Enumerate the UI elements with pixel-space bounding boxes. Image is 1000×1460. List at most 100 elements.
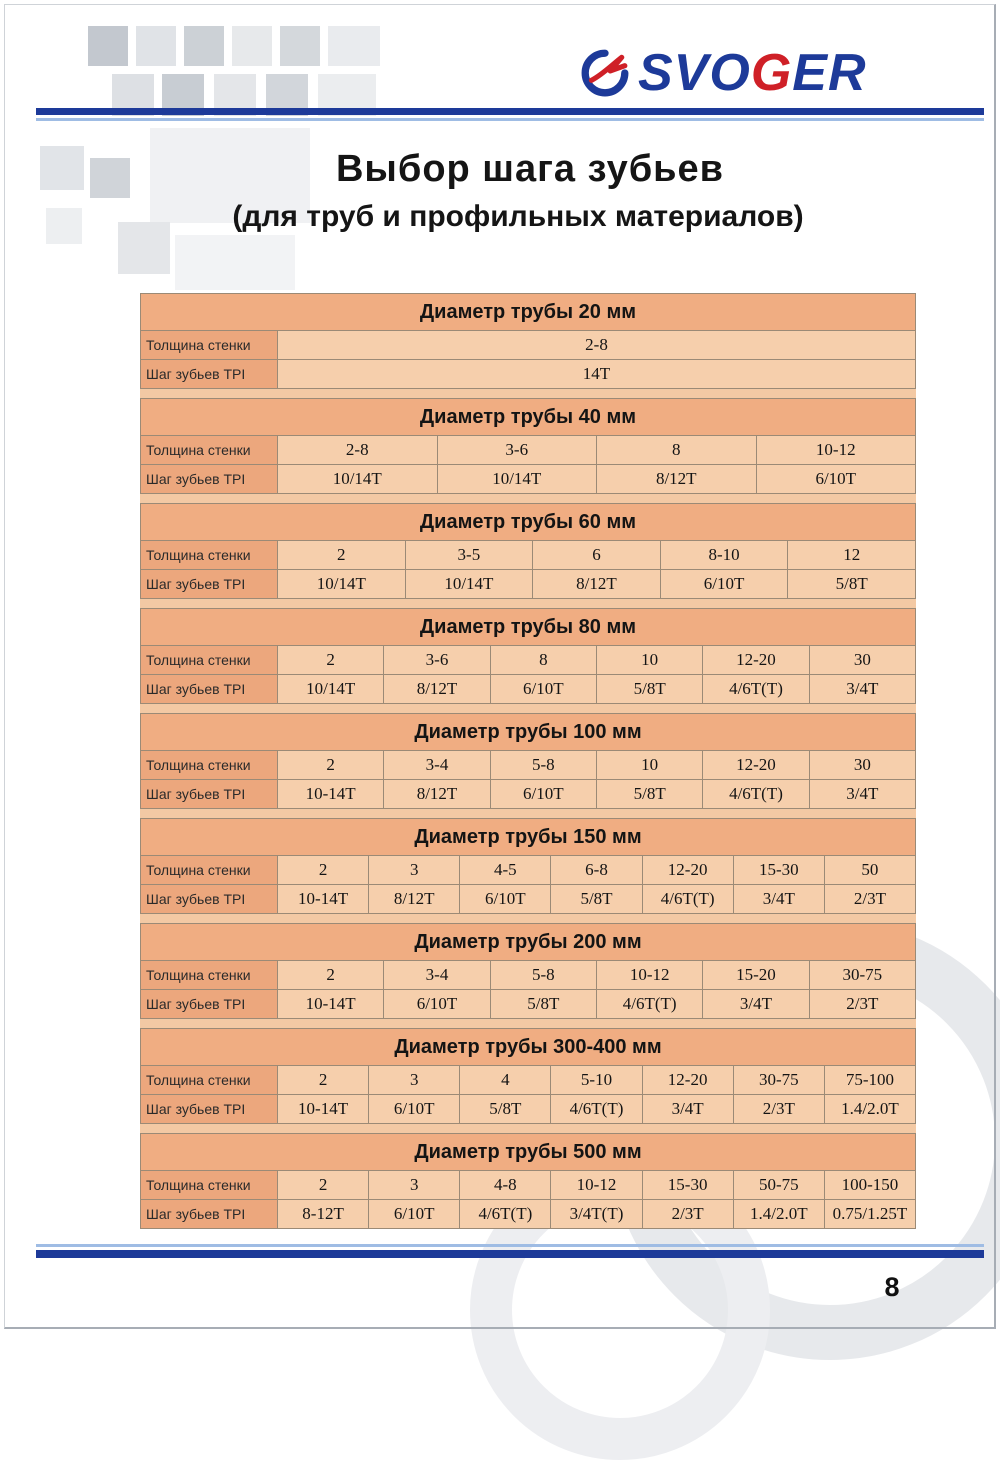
- thickness-value: 4-5: [459, 855, 552, 885]
- thickness-value: 30: [808, 645, 917, 675]
- tpi-value: 3/4T: [808, 674, 917, 704]
- thickness-value: 12-20: [641, 855, 734, 885]
- tpi-value: 1.4/2.0T: [732, 1199, 825, 1229]
- thickness-value: 3: [368, 855, 461, 885]
- thickness-value: 15-20: [702, 960, 810, 990]
- thickness-value: 12-20: [702, 750, 810, 780]
- row-label: Шаг зубьев TPI: [140, 1199, 278, 1229]
- tube-table: Диаметр трубы 20 мм Толщина стенки 2-8 Шаг …: [140, 293, 916, 389]
- row-label: Шаг зубьев TPI: [140, 359, 278, 389]
- thickness-value: 75-100: [823, 1065, 917, 1095]
- tube-table: Диаметр трубы 500 мм Толщина стенки 2 3 4-8 1…: [140, 1133, 917, 1229]
- thickness-value: 2: [277, 540, 406, 570]
- tpi-value: 5/8T: [550, 884, 643, 914]
- footer-divider-thick-line: [36, 1250, 984, 1258]
- row-label: Шаг зубьев TPI: [140, 674, 278, 704]
- row-label: Шаг зубьев TPI: [140, 464, 278, 494]
- thickness-value: 10-12: [550, 1170, 643, 1200]
- tpi-value: 4/6T(T): [641, 884, 734, 914]
- tpi-value: 10/14T: [404, 569, 534, 599]
- thickness-value: 12-20: [702, 645, 810, 675]
- logo-text: SVOGER: [638, 47, 867, 99]
- thickness-value: 2: [276, 1065, 370, 1095]
- tpi-value: 8/12T: [383, 674, 491, 704]
- thickness-value: 3-4: [383, 960, 491, 990]
- thickness-value: 12: [787, 540, 916, 570]
- thickness-value: 3: [368, 1170, 461, 1200]
- row-label: Толщина стенки: [140, 750, 278, 780]
- tpi-value: 5/8T: [595, 674, 704, 704]
- row-label: Шаг зубьев TPI: [140, 569, 278, 599]
- thickness-value: 10: [595, 750, 704, 780]
- row-label: Толщина стенки: [140, 855, 278, 885]
- tpi-value: 4/6T(T): [702, 779, 810, 809]
- tpi-value: 10-14T: [276, 1094, 370, 1124]
- thickness-value: 3-4: [383, 750, 491, 780]
- thickness-value: 6: [532, 540, 661, 570]
- thickness-value: 30-75: [808, 960, 917, 990]
- thickness-value: 2-8: [277, 330, 916, 360]
- tpi-value: 4/6T(T): [550, 1094, 643, 1124]
- thickness-value: 8: [596, 435, 757, 465]
- tpi-value: 10-14T: [276, 884, 370, 914]
- thickness-value: 3-6: [383, 645, 491, 675]
- row-label: Толщина стенки: [140, 960, 278, 990]
- tpi-value: 3/4T: [641, 1094, 734, 1124]
- thickness-value: 2: [276, 750, 385, 780]
- thickness-value: 3-6: [436, 435, 597, 465]
- row-label: Толщина стенки: [140, 330, 278, 360]
- row-label: Толщина стенки: [140, 435, 278, 465]
- thickness-value: 2: [276, 855, 370, 885]
- table-title: Диаметр трубы 500 мм: [140, 1133, 916, 1171]
- thickness-value: 30: [808, 750, 917, 780]
- logo: SVOGER: [580, 44, 867, 102]
- tpi-value: 0.75/1.25T: [823, 1199, 917, 1229]
- tube-table: Диаметр трубы 300-400 мм Толщина стенки 2 3…: [140, 1028, 917, 1124]
- thickness-value: 50-75: [732, 1170, 825, 1200]
- header-divider: [36, 108, 984, 121]
- tpi-value: 2/3T: [641, 1199, 734, 1229]
- table-title: Диаметр трубы 100 мм: [140, 713, 916, 751]
- header-divider-thin-line: [36, 118, 984, 121]
- tpi-value: 5/8T: [489, 989, 597, 1019]
- tpi-value: 8/12T: [368, 884, 461, 914]
- thickness-value: 30-75: [732, 1065, 825, 1095]
- tpi-value: 10/14T: [436, 464, 597, 494]
- tpi-value: 6/10T: [368, 1094, 461, 1124]
- tpi-value: 8-12T: [276, 1199, 370, 1229]
- tpi-value: 3/4T: [702, 989, 810, 1019]
- tpi-value: 6/10T: [383, 989, 491, 1019]
- row-label: Шаг зубьев TPI: [140, 1094, 278, 1124]
- row-label: Шаг зубьев TPI: [140, 779, 278, 809]
- page-title: Выбор шага зубьев: [335, 148, 725, 190]
- thickness-value: 3: [368, 1065, 461, 1095]
- thickness-value: 8-10: [659, 540, 789, 570]
- decorative-square: [136, 26, 176, 66]
- table-title: Диаметр трубы 300-400 мм: [140, 1028, 916, 1066]
- decorative-square: [184, 26, 224, 66]
- decorative-square: [88, 26, 128, 66]
- table-title: Диаметр трубы 40 мм: [140, 398, 916, 436]
- tpi-value: 14T: [277, 359, 916, 389]
- tpi-value: 4/6T(T): [702, 674, 810, 704]
- decorative-square: [46, 208, 82, 244]
- tpi-value: 6/10T: [659, 569, 789, 599]
- tube-table: Диаметр трубы 60 мм Толщина стенки 2 3-5 6 8-…: [140, 503, 916, 599]
- tpi-value: 4/6T(T): [595, 989, 704, 1019]
- thickness-value: 2-8: [277, 435, 438, 465]
- tube-table: Диаметр трубы 150 мм Толщина стенки 2 3 4-5 6…: [140, 818, 917, 914]
- row-label: Шаг зубьев TPI: [140, 989, 278, 1019]
- tpi-value: 3/4T: [732, 884, 825, 914]
- tpi-value: 10/14T: [276, 674, 385, 704]
- tpi-value: 2/3T: [732, 1094, 825, 1124]
- svoger-logo-icon: [581, 49, 629, 97]
- page-number: 8: [884, 1272, 900, 1302]
- table-title: Диаметр трубы 200 мм: [140, 923, 916, 961]
- tpi-value: 3/4T: [808, 779, 917, 809]
- decorative-square: [90, 158, 130, 198]
- tpi-value: 8/12T: [532, 569, 661, 599]
- thickness-value: 15-30: [732, 855, 825, 885]
- thickness-value: 12-20: [641, 1065, 734, 1095]
- decorative-square: [150, 128, 310, 223]
- table-title: Диаметр трубы 80 мм: [140, 608, 916, 646]
